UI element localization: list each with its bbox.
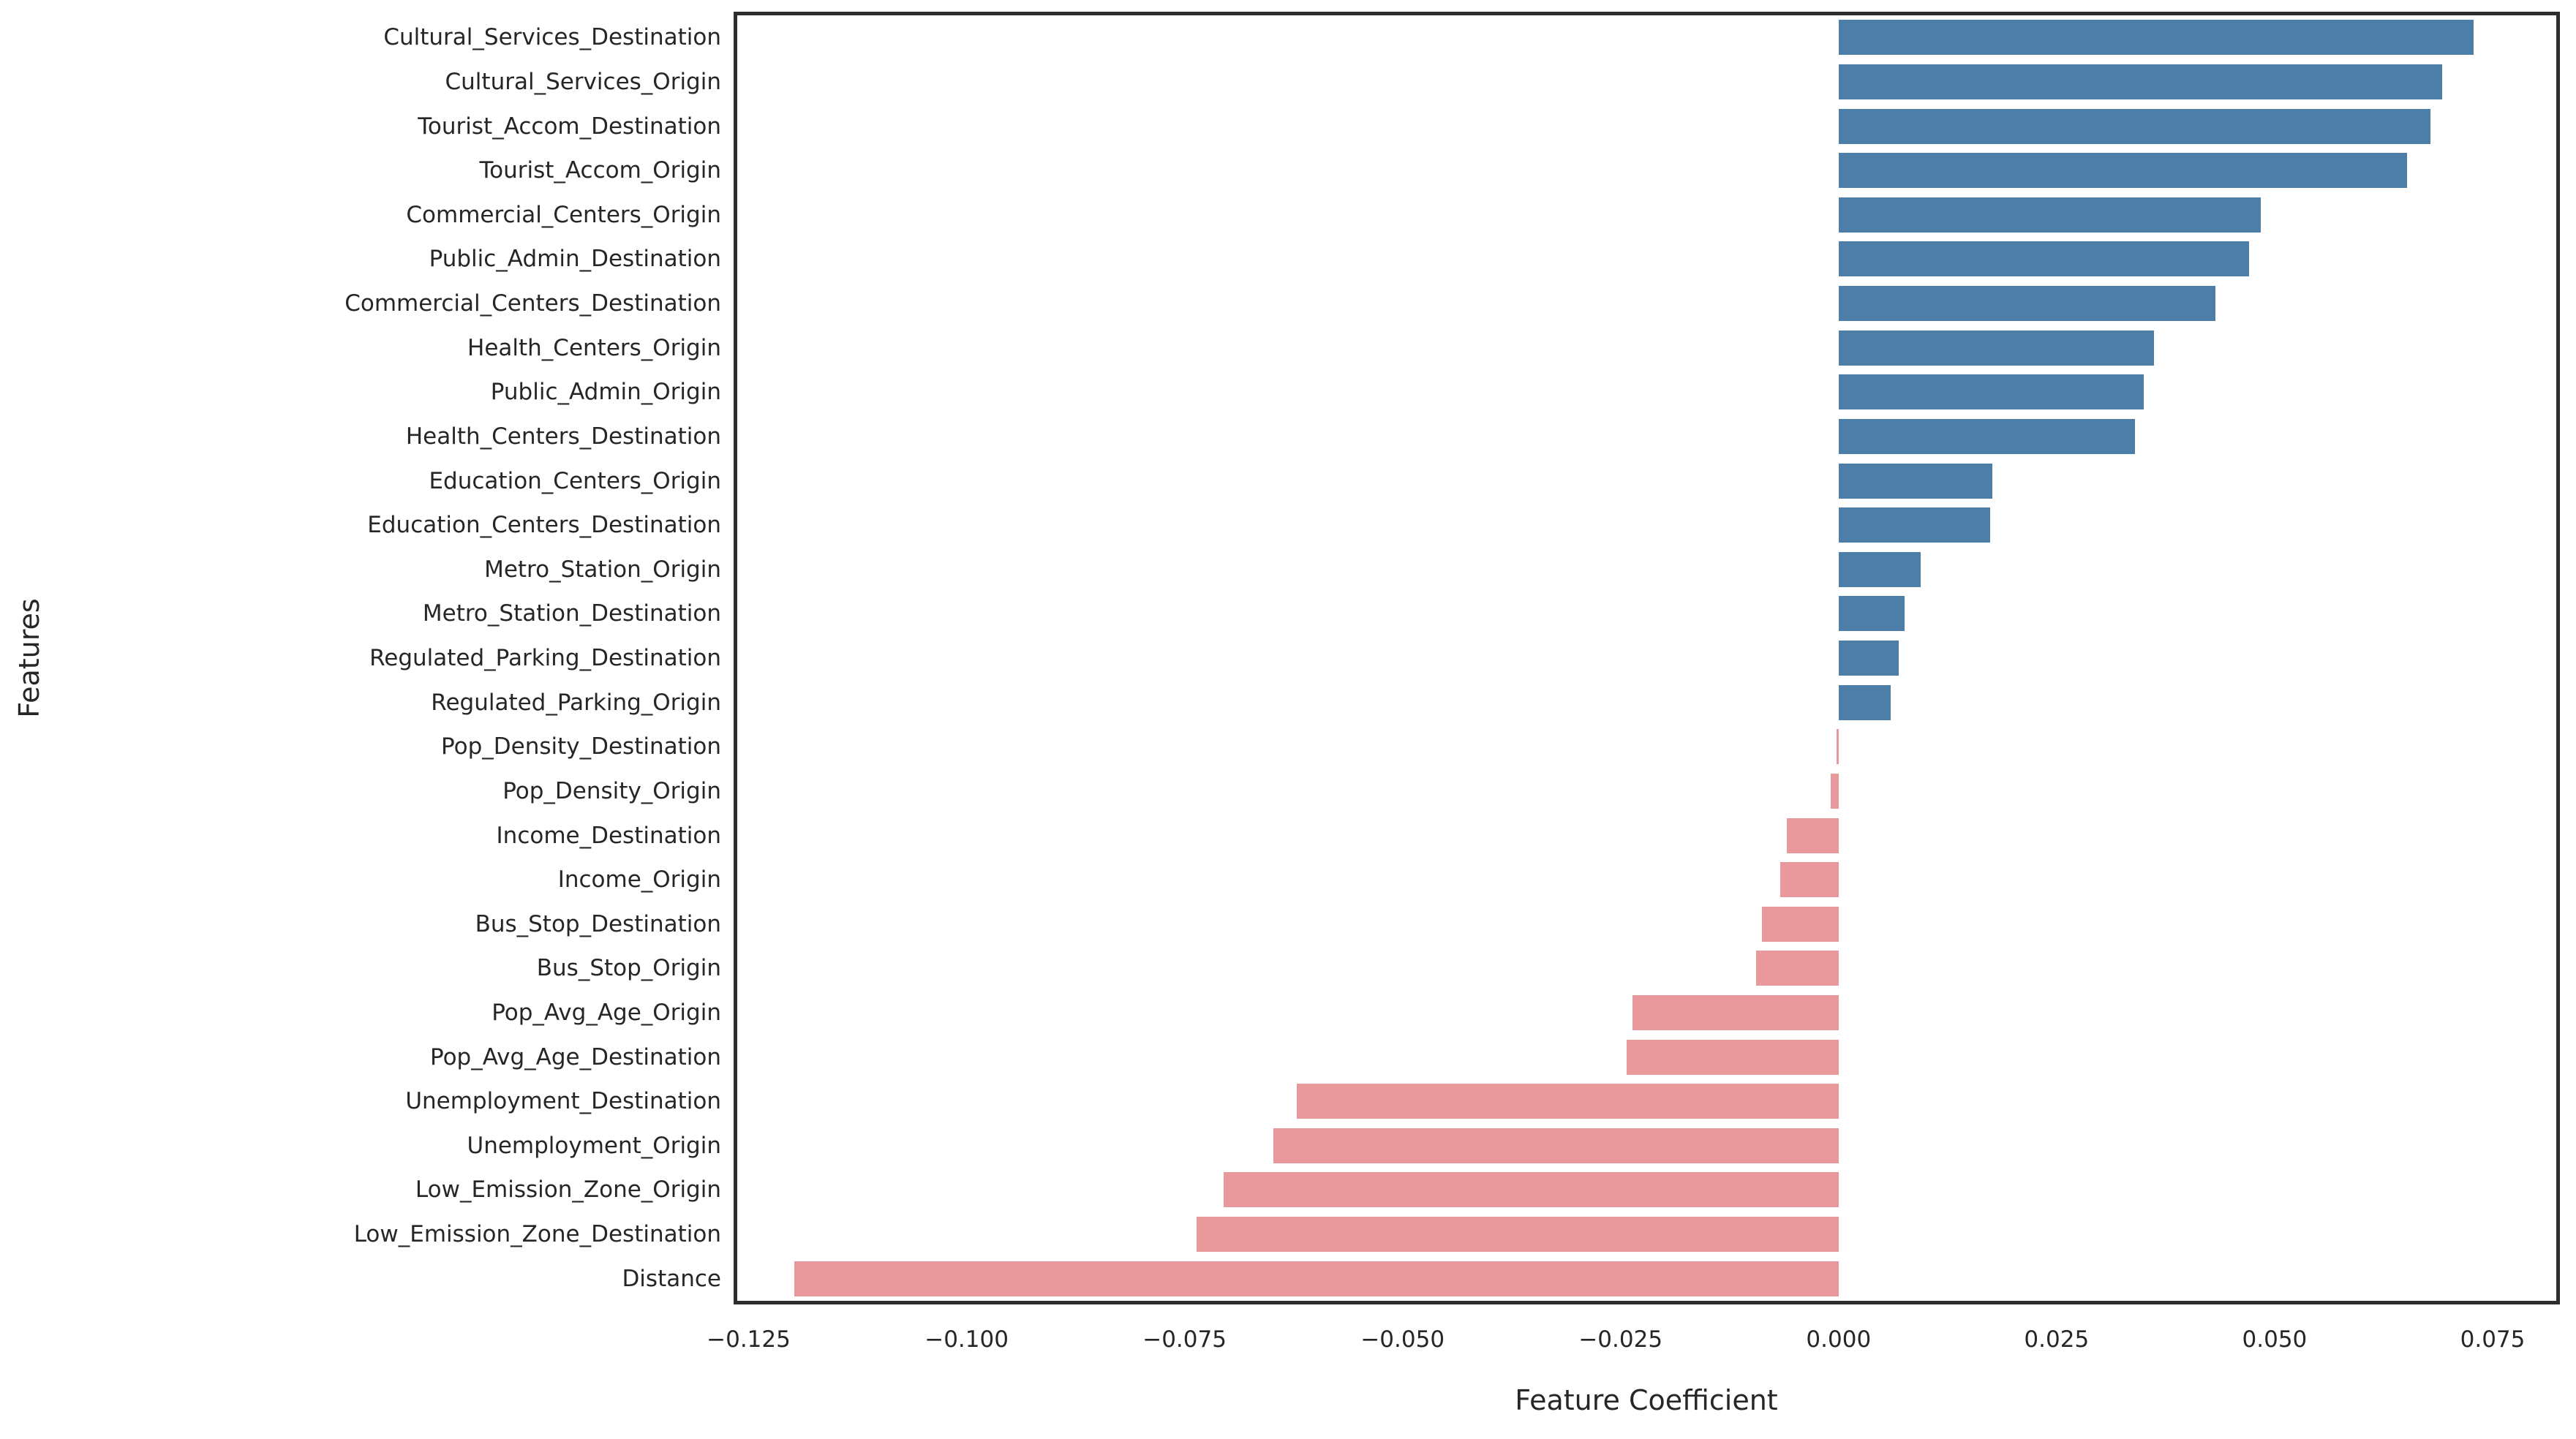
y-tick-label: Pop_Density_Origin <box>502 777 721 804</box>
bar <box>1838 641 1899 676</box>
y-tick-label: Regulated_Parking_Destination <box>369 645 721 671</box>
bar <box>1780 862 1839 898</box>
y-tick-label: Income_Destination <box>496 822 721 849</box>
y-tick-label: Cultural_Services_Destination <box>383 24 721 51</box>
x-tick-label: −0.025 <box>1578 1326 1663 1353</box>
y-tick-label: Health_Centers_Origin <box>467 334 721 361</box>
y-tick-label: Commercial_Centers_Origin <box>406 201 721 228</box>
y-tick-label: Bus_Stop_Origin <box>536 955 721 982</box>
y-axis-label: Features <box>13 598 45 718</box>
x-tick-label: 0.075 <box>2460 1326 2526 1353</box>
y-tick-label: Unemployment_Origin <box>467 1132 721 1159</box>
bar <box>1838 330 2155 366</box>
bar <box>1787 817 1839 853</box>
y-tick-label: Education_Centers_Destination <box>367 512 721 539</box>
bar <box>1838 551 1921 587</box>
bar <box>1224 1172 1839 1208</box>
bar <box>1297 1084 1839 1119</box>
x-axis-label: Feature Coefficient <box>1515 1384 1778 1416</box>
x-tick-label: −0.050 <box>1360 1326 1445 1353</box>
bar <box>1838 241 2250 277</box>
bar <box>1632 995 1839 1030</box>
y-tick-label: Low_Emission_Zone_Origin <box>415 1176 721 1204</box>
bar <box>1838 596 1905 632</box>
bar <box>1838 153 2408 189</box>
y-tick-label: Public_Admin_Destination <box>429 246 721 273</box>
y-tick-label: Health_Centers_Destination <box>405 423 721 450</box>
bar <box>1761 906 1839 942</box>
y-tick-label: Education_Centers_Origin <box>429 467 721 494</box>
bar <box>1197 1217 1839 1253</box>
y-tick-label: Tourist_Accom_Destination <box>418 113 721 140</box>
bar <box>1838 286 2215 321</box>
bar <box>1838 418 2136 454</box>
y-tick-label: Metro_Station_Destination <box>422 600 721 627</box>
bar <box>1838 463 1992 499</box>
x-tick-label: 0.000 <box>1806 1326 1872 1353</box>
x-tick-label: 0.050 <box>2242 1326 2308 1353</box>
x-tick-label: −0.075 <box>1142 1326 1227 1353</box>
x-tick-label: 0.025 <box>2024 1326 2090 1353</box>
y-tick-label: Tourist_Accom_Origin <box>479 157 721 184</box>
y-tick-label: Unemployment_Destination <box>405 1088 721 1115</box>
x-tick-label: −0.125 <box>707 1326 791 1353</box>
plot-area <box>734 12 2560 1304</box>
y-tick-label: Cultural_Services_Origin <box>445 68 721 95</box>
y-tick-label: Income_Origin <box>557 866 721 894</box>
bar <box>1831 773 1839 809</box>
y-tick-label: Distance <box>622 1265 721 1292</box>
y-tick-label: Metro_Station_Origin <box>484 556 721 583</box>
bar <box>1627 1039 1839 1075</box>
bar <box>1838 64 2442 99</box>
bar <box>1837 729 1839 765</box>
bar <box>1838 507 1991 543</box>
y-tick-label: Commercial_Centers_Destination <box>344 290 721 317</box>
bar <box>1273 1128 1839 1163</box>
y-tick-label: Regulated_Parking_Origin <box>431 689 721 716</box>
bar <box>1838 108 2431 144</box>
bar <box>1838 374 2144 410</box>
bar <box>1755 951 1839 986</box>
bar <box>794 1261 1839 1296</box>
y-tick-label: Low_Emission_Zone_Destination <box>353 1221 721 1248</box>
y-tick-label: Pop_Density_Destination <box>441 733 721 760</box>
y-tick-label: Pop_Avg_Age_Origin <box>492 1000 721 1026</box>
y-tick-label: Public_Admin_Origin <box>490 379 721 406</box>
y-tick-label: Bus_Stop_Destination <box>475 910 721 937</box>
bar <box>1838 20 2474 56</box>
bar <box>1838 684 1891 720</box>
y-tick-label: Pop_Avg_Age_Destination <box>430 1043 721 1070</box>
x-tick-label: −0.100 <box>924 1326 1009 1353</box>
bar <box>1838 197 2261 233</box>
